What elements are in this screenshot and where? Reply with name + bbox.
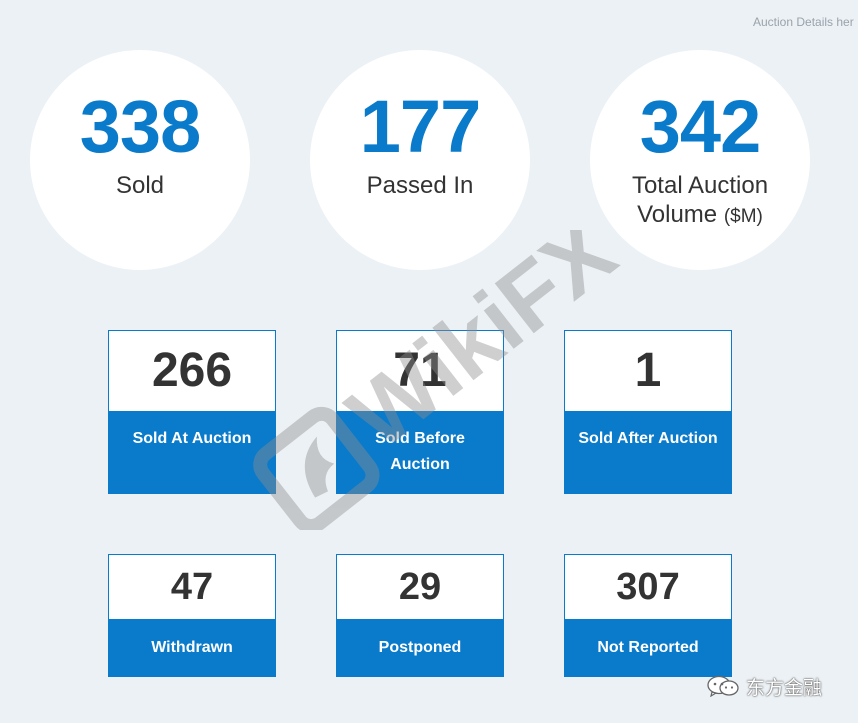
sold-stat-circle: 338 Sold [30, 50, 250, 270]
not-reported-value: 307 [616, 566, 680, 608]
auction-details-link[interactable]: Auction Details her [753, 15, 854, 29]
volume-label-line1: Total Auction [631, 172, 769, 199]
postponed-value: 29 [398, 566, 442, 608]
passed-in-stat-circle: 177 Passed In [310, 50, 530, 270]
sold-label: Sold [115, 172, 165, 199]
sold-value: 338 [79, 85, 201, 168]
withdrawn-label: Withdrawn [109, 619, 275, 676]
sold-at-auction-label: Sold At Auction [109, 411, 275, 493]
sold-before-auction-label-line1: Sold Before [375, 430, 465, 447]
sold-before-auction-label: Sold Before Auction [337, 411, 503, 493]
sold-before-auction-card: 71 Sold Before Auction [336, 330, 504, 494]
passed-in-value: 177 [359, 85, 481, 168]
volume-unit: ($M) [723, 206, 763, 227]
not-reported-label: Not Reported [565, 619, 731, 676]
sold-after-auction-card: 1 Sold After Auction [564, 330, 732, 494]
volume-label: Total Auction Volume ($M) [590, 171, 810, 231]
volume-label-line2: Volume [637, 201, 718, 228]
brand-text: 东方金融 [746, 676, 823, 699]
withdrawn-value: 47 [170, 566, 214, 608]
sold-at-auction-card: 266 Sold At Auction [108, 330, 276, 494]
not-reported-card: 307 Not Reported [564, 554, 732, 677]
brand-badge: 东方金融 [706, 674, 823, 699]
wechat-icon [707, 675, 739, 697]
postponed-card: 29 Postponed [336, 554, 504, 677]
sold-before-auction-label-line2: Auction [390, 456, 450, 473]
postponed-label: Postponed [337, 619, 503, 676]
sold-after-auction-value: 1 [634, 344, 662, 397]
passed-in-label: Passed In [366, 172, 474, 199]
sold-at-auction-value: 266 [151, 344, 233, 397]
sold-after-auction-label: Sold After Auction [565, 411, 731, 493]
volume-stat-circle: 342 Total Auction Volume ($M) [590, 50, 810, 270]
volume-value: 342 [639, 85, 761, 168]
sold-before-auction-value: 71 [393, 344, 447, 397]
withdrawn-card: 47 Withdrawn [108, 554, 276, 677]
